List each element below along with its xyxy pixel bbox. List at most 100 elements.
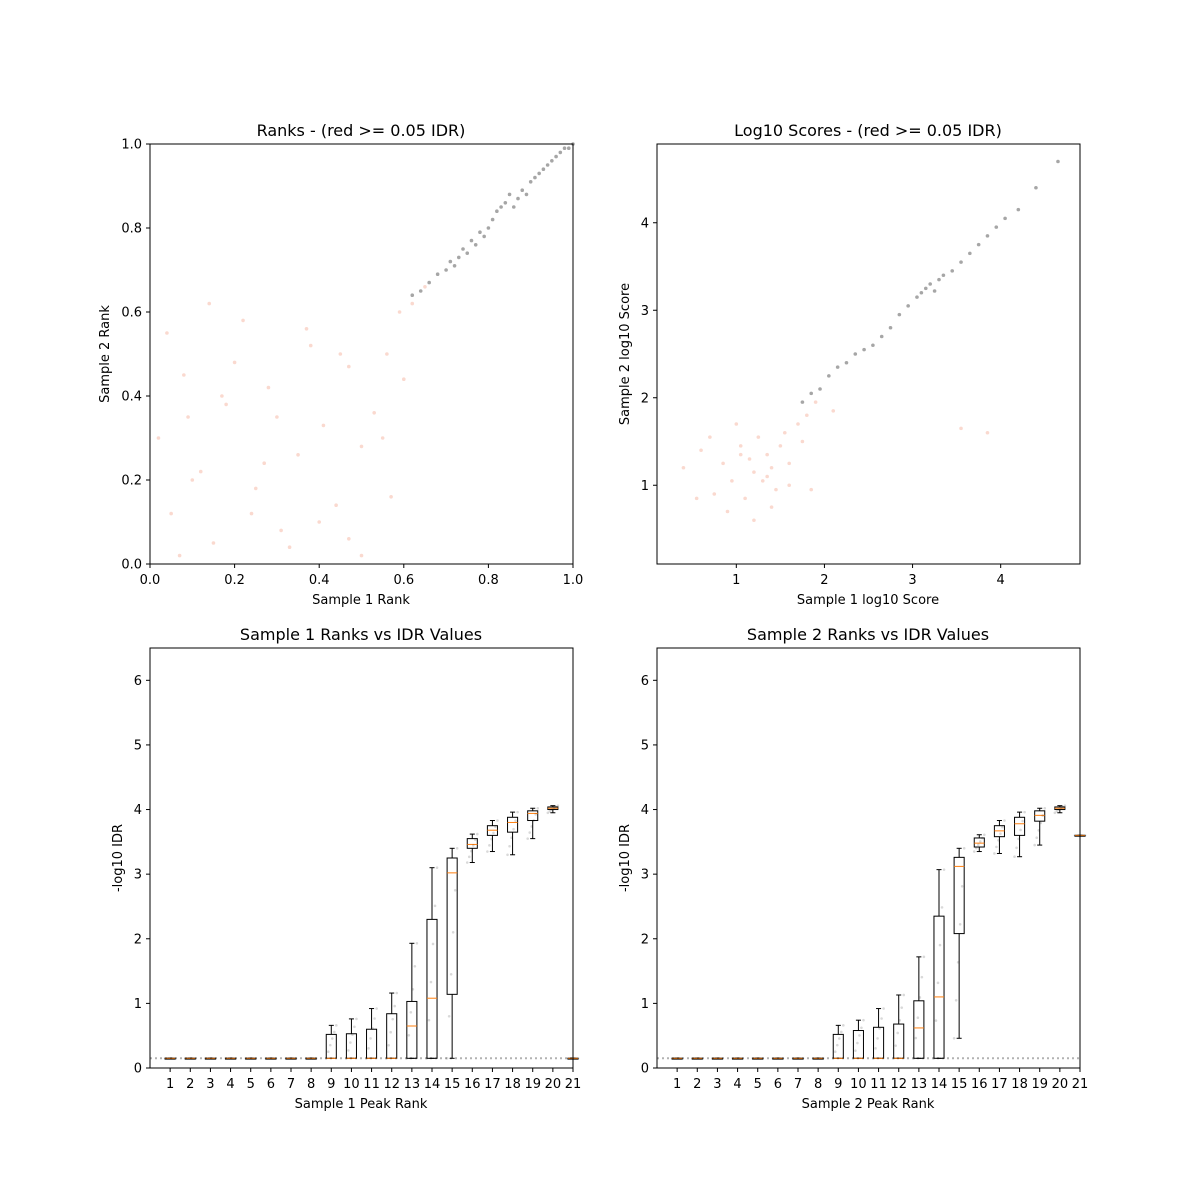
idr-point [304,1057,308,1060]
x-tick-label: 8 [814,1077,822,1092]
idr-point [516,810,519,814]
scatter-point [482,234,486,239]
x-tick-label: 20 [1052,1077,1069,1092]
sample1-idr-panel: Sample 1 Ranks vs IDR Values Sample 1 Pe… [111,625,581,1112]
sample2-idr-ylabel: -log10 IDR [618,824,633,892]
scatter-point [937,277,941,282]
idr-point [1073,834,1077,837]
scatter-point [835,365,840,369]
sample1-idr-xlabel: Sample 1 Peak Rank [295,1097,428,1112]
scatter-point [456,255,461,260]
scatter-point [712,492,717,496]
scatter-point [734,422,739,426]
scatter-point [461,247,465,251]
idr-point [189,1057,193,1060]
x-tick-label: 10 [343,1077,360,1092]
x-tick-label: 19 [524,1077,541,1092]
sample1-idr-frame [149,647,574,1069]
scatter-point [177,553,182,558]
y-tick-label: 1.0 [121,138,142,153]
ranks-scatter-frame [149,143,574,565]
idr-point [793,1057,797,1060]
box-body [953,856,965,935]
x-tick-label: 17 [484,1077,501,1092]
scatter-point [730,479,734,483]
idr-point [550,808,554,812]
log10-scatter-ylabel: Sample 2 log10 Score [618,283,633,425]
scatter-point [469,238,474,243]
idr-point [962,847,966,850]
idr-point [490,837,493,841]
idr-point [465,861,469,864]
idr-point [272,1057,276,1060]
scatter-point [1016,207,1021,212]
idr-point [1013,855,1016,859]
idr-point [514,819,517,822]
y-tick-label: 2 [641,391,649,406]
y-tick-label: 1 [641,479,649,494]
x-tick-label: 11 [363,1077,380,1092]
idr-point [554,805,558,809]
idr-point [922,955,926,959]
idr-point [349,1041,352,1044]
idr-point [761,1057,765,1060]
scatter-point [520,188,525,192]
idr-point [981,836,984,840]
ranks-scatter-panel: Ranks - (red >= 0.05 IDR) Sample 1 Rank … [98,121,583,608]
scatter-point [211,541,216,545]
idr-point [306,1057,310,1060]
idr-point [292,1057,296,1060]
scatter-point [321,423,326,428]
scatter-point [831,409,836,413]
idr-point [775,1057,779,1060]
x-tick-label: 8 [307,1077,315,1092]
idr-point [733,1057,736,1060]
box-body [933,915,945,1059]
scatter-point [372,411,376,415]
idr-point [811,1057,815,1060]
scatter-point [743,496,747,501]
idr-point [1063,804,1067,807]
scatter-point [262,461,267,466]
scatter-point [699,448,703,453]
box-body [1014,816,1026,836]
scatter-point [765,474,769,479]
idr-point [576,1057,580,1060]
x-tick-label: 19 [1031,1077,1048,1092]
scatter-point [756,435,761,439]
idr-point [449,973,453,976]
idr-point [719,1057,722,1060]
idr-point [167,1057,171,1060]
scatter-point [541,167,546,171]
idr-point [739,1057,742,1060]
idr-point [1059,807,1063,810]
log10-scatter-title: Log10 Scores - (red >= 0.05 IDR) [734,121,1002,140]
idr-point [192,1057,195,1060]
scatter-point [490,217,495,222]
y-tick-label: 4 [641,803,649,818]
x-tick-label: 0.2 [224,573,245,588]
scatter-point [968,251,972,256]
idr-point [234,1057,237,1060]
idr-point [546,811,550,815]
idr-point [960,885,964,888]
scatter-point [708,435,712,439]
idr-point [314,1057,318,1060]
idr-point [1055,810,1059,813]
scatter-point [232,360,237,365]
log10-scatter-panel: Log10 Scores - (red >= 0.05 IDR) Sample … [618,121,1081,608]
y-tick-label: 0.0 [121,558,142,573]
idr-point [690,1057,694,1060]
idr-point [425,1057,429,1060]
scatter-point [423,285,427,289]
idr-point [993,852,996,855]
x-tick-label: 1 [673,1077,681,1092]
scatter-point [511,205,516,209]
scatter-point [334,503,338,508]
idr-point [773,1057,777,1060]
idr-point [892,1057,895,1060]
idr-point [347,1049,350,1052]
scatter-point [435,272,440,277]
x-tick-label: 1 [732,573,740,588]
